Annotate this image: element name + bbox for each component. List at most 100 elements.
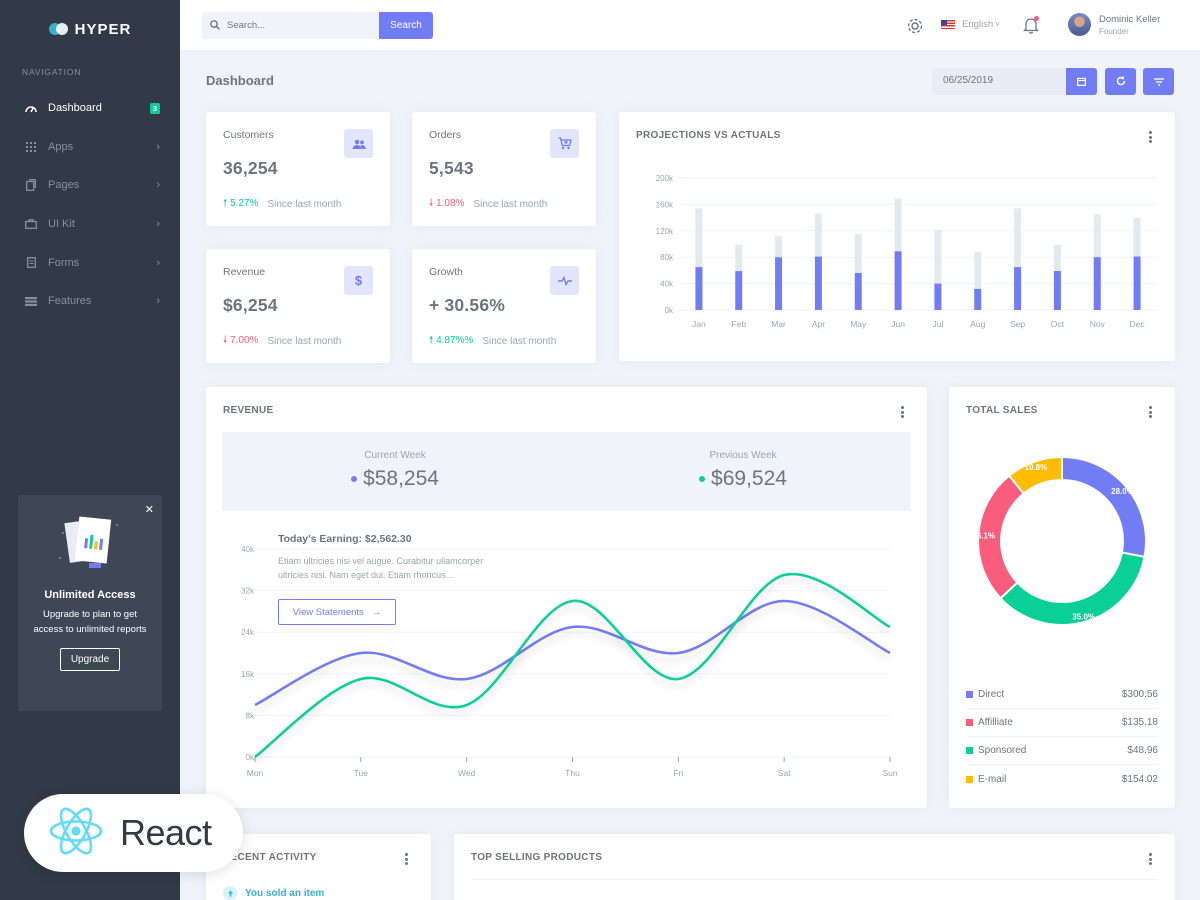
more-options-icon[interactable] — [404, 853, 408, 867]
legend-value: $48.96 — [1127, 745, 1158, 756]
y-tick-label: 0k — [246, 753, 255, 762]
current-week-value: $58,254 — [363, 467, 439, 490]
react-badge: React — [24, 794, 243, 872]
app-logo[interactable]: HYPER — [0, 0, 180, 58]
bar-projection — [775, 236, 783, 258]
bar-actual — [775, 257, 783, 310]
x-tick-label: Dec — [1130, 319, 1146, 329]
search-input[interactable] — [227, 20, 367, 31]
sidebar-item-ui-kit[interactable]: UI Kit › — [0, 205, 180, 244]
stat-since: Since last month — [482, 336, 557, 347]
revenue-chart: 0k 8k 16k 24k 32k 40k Mon Tue Wed Thu Fri Sat Sun — [241, 545, 898, 778]
stat-value: + 30.56% — [429, 295, 506, 315]
donut-slice — [1007, 455, 1063, 495]
stat-card-growth: Growth + 30.56% 🠕 4.87%% Since last mont… — [412, 249, 596, 363]
view-statements-button[interactable]: View Statements → — [278, 599, 396, 625]
x-tick-label: Jul — [932, 319, 943, 329]
search-button[interactable]: Search — [379, 12, 433, 39]
stat-title: Orders — [429, 129, 462, 141]
bar-projection — [1053, 244, 1061, 272]
stat-value: $6,254 — [223, 295, 278, 315]
previous-week-label: Previous Week — [709, 450, 777, 461]
projections-chart: 0k 40k 80k 120k 160k 200k Jan Feb Mar Apr May Jun Ju… — [656, 174, 1157, 329]
upgrade-button[interactable]: Upgrade — [59, 648, 121, 671]
stat-footer: 🠗 7.00% Since last month — [223, 333, 341, 350]
y-tick-label: 0k — [665, 306, 674, 315]
x-tick-label: Oct — [1051, 319, 1065, 329]
stat-change: 🠕 5.27% — [223, 198, 259, 209]
more-options-icon[interactable] — [1148, 853, 1152, 867]
sidebar-item-pages[interactable]: Pages › — [0, 166, 180, 205]
sidebar-item-forms[interactable]: Forms › — [0, 243, 180, 282]
sidebar-item-apps[interactable]: Apps › — [0, 128, 180, 167]
chevron-right-icon: › — [156, 256, 160, 269]
square-icon — [966, 775, 973, 783]
current-week-label: Current Week — [364, 450, 426, 461]
previous-week-value: $69,524 — [711, 467, 787, 490]
x-tick-label: Fri — [673, 768, 683, 778]
bar-actual — [1014, 267, 1022, 310]
y-tick-label: 32k — [241, 587, 255, 596]
stat-title: Growth — [429, 266, 463, 278]
sidebar-item-features[interactable]: Features › — [0, 282, 180, 321]
stat-change: 🠕 4.87%% — [429, 335, 474, 346]
x-tick-label: Jan — [692, 319, 706, 329]
report-illustration-icon — [55, 513, 125, 575]
search-field — [202, 12, 379, 39]
more-options-icon[interactable] — [1148, 406, 1152, 420]
upgrade-text: Upgrade to plan to get access to unlimit… — [33, 609, 147, 635]
language-dropdown[interactable]: English ˅ — [941, 19, 1000, 30]
nav-list: Dashboard 3 Apps › Pages › UI Kit › — [0, 89, 180, 321]
date-input[interactable]: 06/25/2019 — [932, 68, 1065, 95]
gear-icon[interactable] — [906, 17, 924, 40]
bar-actual — [695, 267, 703, 310]
bar-actual — [854, 273, 862, 310]
square-icon — [966, 747, 973, 754]
y-tick-label: 120k — [656, 227, 674, 236]
dot-icon — [351, 476, 358, 482]
stat-card-customers: Customers 36,254 🠕 5.27% Since last mont… — [206, 112, 390, 226]
sidebar-item-label: Apps — [48, 140, 74, 153]
more-options-icon[interactable] — [1148, 131, 1152, 145]
bar-projection — [735, 244, 743, 272]
bar-actual — [814, 256, 822, 310]
bar-projection — [695, 208, 703, 268]
arrow-down-icon: 🠗 — [429, 198, 437, 209]
total-sales-card: TOTAL SALES 28.0% 35.0% 26.1% 10.8% Direct … — [949, 387, 1175, 808]
sidebar-item-dashboard[interactable]: Dashboard 3 — [0, 89, 180, 128]
line-series-current — [254, 599, 891, 707]
slice-label: 35.0% — [1072, 612, 1095, 621]
x-tick-label: Feb — [731, 319, 746, 329]
x-tick-label: Mar — [771, 319, 786, 329]
card-title: TOTAL SALES — [966, 405, 1038, 416]
legend-label: Direct — [978, 689, 1005, 700]
more-options-icon[interactable] — [900, 406, 904, 420]
notification-dot — [1034, 16, 1039, 21]
legend-label: Affilliate — [978, 717, 1013, 728]
donut-slice — [1061, 455, 1147, 559]
y-tick-label: 40k — [660, 280, 674, 289]
stat-title: Customers — [223, 129, 274, 141]
close-icon[interactable]: ✕ — [144, 504, 154, 516]
bell-icon[interactable] — [1022, 16, 1040, 39]
y-tick-label: 8k — [246, 711, 255, 720]
calendar-button[interactable] — [1066, 68, 1097, 95]
search-icon — [210, 17, 220, 35]
stat-since: Since last month — [267, 336, 342, 347]
filter-button[interactable] — [1143, 68, 1174, 95]
x-tick-label: May — [850, 319, 867, 329]
legend-item-sponsored: Sponsored $48.96 — [966, 737, 1158, 765]
divider — [470, 879, 1158, 880]
bar-actual — [1053, 271, 1061, 310]
bar-actual — [934, 283, 942, 310]
legend-item-affilliate: Affilliate $135.18 — [966, 709, 1158, 737]
refresh-button[interactable] — [1105, 68, 1136, 95]
user-menu[interactable]: Dominic Keller Founder — [1068, 13, 1160, 36]
activity-item[interactable]: You sold an item — [223, 886, 324, 900]
x-tick-label: Jun — [891, 319, 905, 329]
legend-label: Sponsored — [978, 745, 1027, 756]
chevron-down-icon: ˅ — [995, 20, 1000, 29]
x-tick-label: Thu — [565, 768, 580, 778]
bar-actual — [1093, 257, 1101, 310]
view-statements-label: View Statements — [292, 606, 364, 618]
